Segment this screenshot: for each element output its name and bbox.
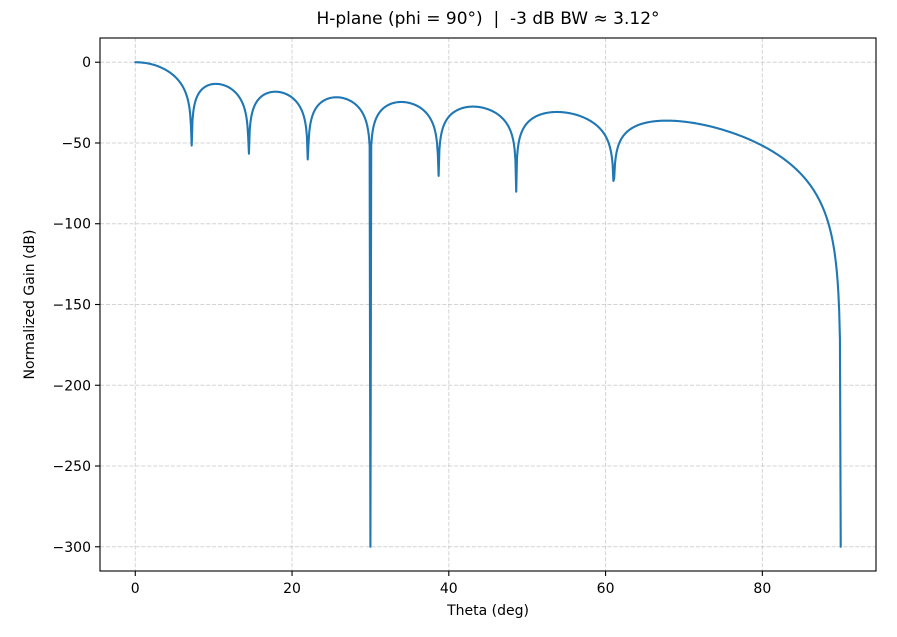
x-tick-label: 40 [440, 581, 458, 597]
y-tick-label: −250 [53, 459, 91, 475]
chart-title: H-plane (phi = 90°) | -3 dB BW ≈ 3.12° [316, 9, 660, 29]
x-tick-label: 80 [753, 581, 771, 597]
y-tick-label: −200 [53, 378, 91, 394]
axis-ticks [95, 61, 763, 576]
x-tick-label: 20 [283, 581, 301, 597]
x-tick-label: 60 [597, 581, 615, 597]
y-tick-label: −100 [53, 217, 91, 233]
y-tick-label: −150 [53, 298, 91, 314]
tick-labels: 0 20 40 60 80 0 −50 −100 −150 −200 −250 −300 [53, 55, 772, 597]
x-tick-label: 0 [131, 581, 140, 597]
y-tick-label: −50 [61, 136, 91, 152]
gain-curve [134, 61, 842, 548]
y-tick-label: −300 [53, 540, 91, 556]
gain-curve-line [134, 61, 842, 548]
axes-frame [99, 37, 877, 572]
y-axis-label: Normalized Gain (dB) [22, 229, 38, 380]
x-axis-label: Theta (deg) [447, 603, 529, 619]
y-tick-label: 0 [82, 55, 91, 71]
grid-lines [100, 38, 876, 571]
